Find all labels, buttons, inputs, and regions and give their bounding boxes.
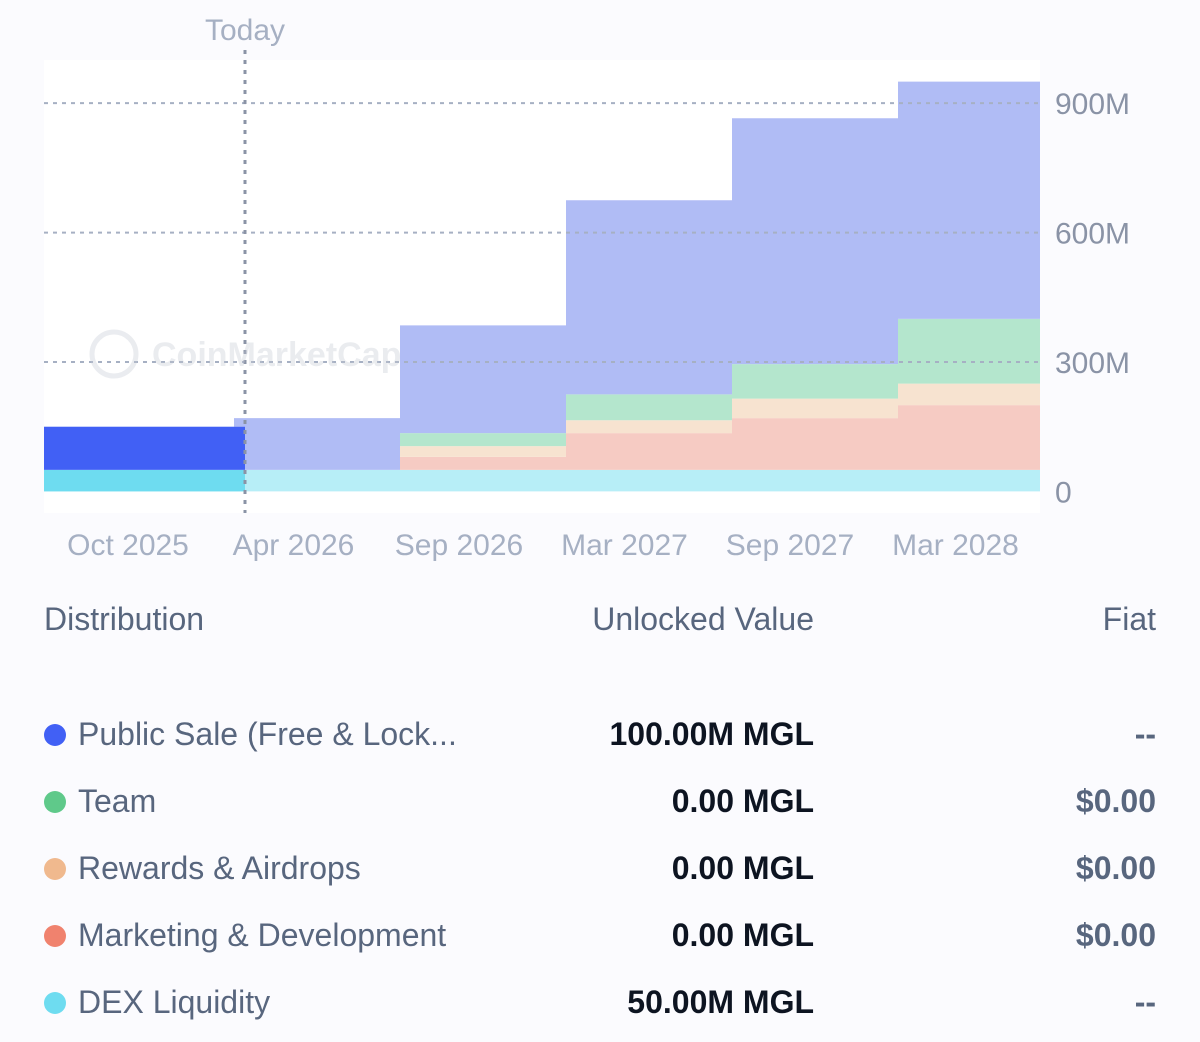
today-label: Today [205,14,285,47]
watermark-text: CoinMarketCap [152,336,401,374]
unlocked-bar-dex-liquidity [44,469,245,492]
y-tick-label: 600M [1055,218,1130,251]
header-fiat: Fiat [1102,600,1156,637]
y-tick-label: 0 [1055,476,1072,509]
x-tick-label: Mar 2027 [561,529,688,562]
area-rewards-airdrops [234,383,1040,470]
color-dot-icon [44,790,66,813]
table-row-rewards[interactable]: Rewards & Airdrops 0.00 MGL $0.00 [44,835,1156,902]
cmc-logo-icon [89,329,139,379]
unlocked-bar-public-sale-free-locked [44,426,245,470]
area-public-sale-free-locked [234,81,1040,470]
row-label: Public Sale (Free & Lock... [78,716,457,752]
x-tick-label: Sep 2027 [726,529,854,562]
area-marketing-development [234,405,1040,470]
row-unlocked-value: 100.00M MGL [609,716,814,752]
row-label: Rewards & Airdrops [78,850,361,886]
header-distribution: Distribution [44,600,205,637]
x-tick-label: Mar 2028 [892,529,1019,562]
color-dot-icon [44,857,66,880]
row-label: Team [78,783,157,819]
row-unlocked-value: 50.00M MGL [627,984,814,1020]
color-dot-icon [44,991,66,1014]
table-row-public-sale[interactable]: Public Sale (Free & Lock... 100.00M MGL … [44,701,1156,768]
area-dex-liquidity [234,469,1040,492]
row-label: DEX Liquidity [78,984,271,1020]
y-tick-label: 900M [1055,88,1130,121]
x-tick-label: Apr 2026 [233,529,355,562]
row-fiat: $0.00 [1075,917,1156,953]
x-tick-label: Sep 2026 [395,529,523,562]
table-row-marketing[interactable]: Marketing & Development 0.00 MGL $0.00 [44,902,1156,969]
color-dot-icon [44,924,66,947]
table-rows: Public Sale (Free & Lock... 100.00M MGL … [44,701,1156,1036]
unlock-area-chart: 900M 600M 300M 0 Today Oct 2025 Apr 2026 Sep 20… [44,14,1130,562]
unlock-chart: 900M 600M 300M 0 Today Oct 2025 Apr 2026 Sep 20… [44,14,1130,562]
header-unlocked-value: Unlocked Value [592,600,814,637]
y-tick-label: 300M [1055,347,1130,380]
color-dot-icon [44,723,66,746]
row-fiat: -- [1134,716,1156,752]
row-label: Marketing & Development [78,917,447,953]
row-fiat: -- [1134,984,1156,1020]
row-unlocked-value: 0.00 MGL [671,850,814,886]
coinmarketcap-watermark: CoinMarketCap [89,329,401,379]
table-row-dex-liquidity[interactable]: DEX Liquidity 50.00M MGL -- [44,969,1156,1036]
row-fiat: $0.00 [1075,783,1156,819]
table-header: Distribution Unlocked Value Fiat [44,590,1156,648]
row-fiat: $0.00 [1075,850,1156,886]
table-row-team[interactable]: Team 0.00 MGL $0.00 [44,768,1156,835]
x-tick-label: Oct 2025 [67,529,189,562]
row-unlocked-value: 0.00 MGL [671,917,814,953]
distribution-table: Distribution Unlocked Value Fiat Public … [44,590,1156,1036]
row-unlocked-value: 0.00 MGL [671,783,814,819]
